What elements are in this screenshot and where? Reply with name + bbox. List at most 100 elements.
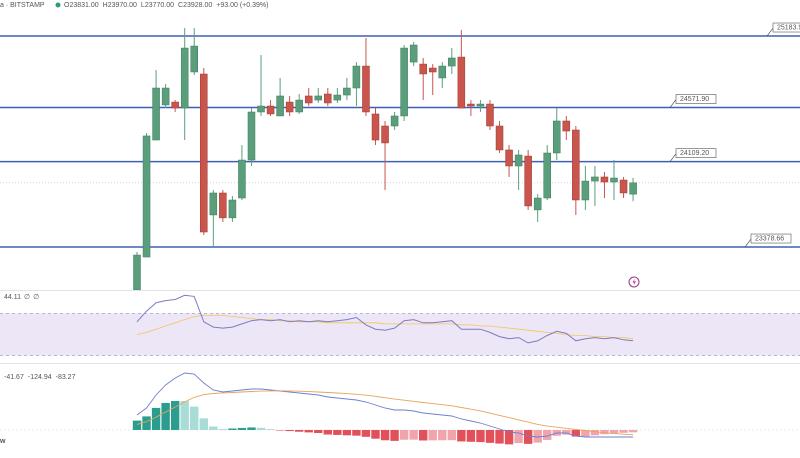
candle-body [371, 113, 380, 141]
histogram-bar [323, 429, 332, 435]
candle-body [247, 111, 256, 161]
level-label: 25183.9 [777, 25, 800, 32]
histogram-bar [228, 428, 237, 430]
histogram-bar [256, 427, 266, 430]
level-label-box [675, 148, 717, 158]
candle-body [400, 47, 408, 117]
candle-body [276, 95, 284, 117]
candle-body [591, 176, 599, 182]
candle-body [200, 73, 208, 233]
rsi-band [0, 313, 800, 356]
na-label: ∅ [24, 294, 30, 301]
candle-body [629, 182, 637, 195]
candle-body [533, 197, 542, 211]
level-label-box [675, 94, 717, 104]
histogram-bar [199, 418, 208, 430]
histogram-bar [495, 429, 504, 444]
candle-body [333, 94, 342, 101]
histogram-bar [419, 429, 428, 441]
histogram-bar [476, 429, 485, 443]
candle-body [152, 87, 160, 141]
candle-body [142, 135, 151, 258]
candle-body [495, 125, 504, 151]
level-label: 24109.20 [680, 150, 709, 157]
ohlc-label: L23770.00 [141, 2, 174, 9]
candle-body [486, 103, 494, 127]
ohlc-label: H23970.00 [103, 2, 137, 9]
histogram-bar [514, 429, 523, 444]
candle-body [390, 115, 399, 127]
macd-line [136, 372, 634, 438]
histogram-bar [581, 429, 590, 437]
histogram-bar [294, 429, 304, 432]
level-connector [669, 99, 677, 108]
histogram-bar [342, 429, 352, 436]
candle-body [257, 105, 265, 113]
histogram-bar [151, 407, 161, 430]
candle-body [572, 129, 580, 201]
histogram-bar [590, 429, 600, 436]
histogram-bar [399, 429, 409, 440]
histogram-bar [247, 427, 256, 430]
candle-body [228, 199, 237, 219]
level-connector [766, 27, 774, 37]
histogram-bar [352, 429, 361, 436]
corner-text: w [0, 438, 6, 445]
candle-body [324, 93, 332, 104]
level-label-box [772, 22, 800, 33]
candle-body [419, 63, 427, 75]
ohlc-label: +93.00 (+0.39%) [216, 2, 268, 9]
histogram-bar [533, 429, 542, 443]
candle-body [362, 65, 370, 113]
ohlc-label: C23928.00 [178, 2, 212, 9]
histogram-bar [180, 401, 189, 430]
candle-body [448, 57, 456, 67]
ohlc-label: O23831.00 [64, 2, 99, 9]
status-dot [55, 2, 61, 8]
candle-body [543, 152, 551, 199]
candle-body [304, 95, 313, 104]
candle-body [505, 149, 513, 167]
candle-body [285, 101, 294, 113]
rsi-value: 44.11 [4, 294, 21, 301]
candle-body [343, 87, 351, 96]
histogram-bar [275, 429, 285, 431]
candle-body [238, 159, 246, 199]
histogram-bar [142, 416, 151, 430]
candle-body [161, 87, 170, 106]
candle-body [381, 125, 389, 144]
candle-body [409, 44, 418, 63]
histogram-bar [409, 429, 418, 440]
candle-body [314, 95, 323, 101]
histogram-bar [504, 429, 514, 445]
candle-body [266, 105, 275, 115]
histogram-bar [161, 402, 170, 430]
histogram-bar [190, 406, 199, 430]
histogram-bar [619, 429, 628, 433]
histogram-bar [571, 429, 581, 437]
histogram-bar [562, 429, 571, 435]
candle-body [467, 103, 475, 107]
na-label: ∅ [33, 294, 39, 301]
candle-body [619, 179, 628, 194]
histogram-bar [466, 429, 476, 442]
level-connector [744, 238, 752, 248]
exchange: a · BITSTAMP [0, 2, 45, 9]
macd-value: -41.67 [4, 374, 24, 381]
histogram-bar [361, 429, 371, 437]
histogram-bar [485, 429, 495, 443]
candle-body [600, 176, 609, 183]
histogram-bar [237, 427, 247, 430]
candle-body [352, 65, 361, 89]
histogram-bar [132, 420, 142, 430]
alert-icon[interactable] [628, 276, 640, 288]
level-label: 23378.66 [755, 236, 784, 243]
histogram-bar [266, 429, 275, 430]
candle-body [219, 192, 227, 219]
candle-body [190, 45, 198, 73]
histogram-bar [457, 429, 466, 442]
candle-body [553, 120, 561, 154]
histogram-bar [314, 429, 323, 434]
macd-value: -83.27 [56, 374, 76, 381]
